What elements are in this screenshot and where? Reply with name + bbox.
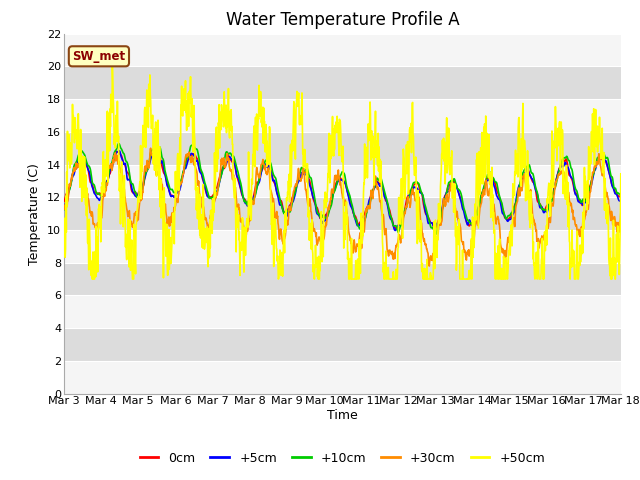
Line: +30cm: +30cm — [64, 148, 621, 266]
Bar — [64, 99, 621, 132]
Bar — [64, 230, 621, 263]
Bar — [64, 295, 621, 328]
0cm — [60, 199, 68, 204]
+50cm — [502, 255, 510, 261]
0cm — [184, 151, 192, 157]
Text: SW_met: SW_met — [72, 50, 125, 63]
0cm — [617, 192, 625, 198]
+5cm — [184, 156, 192, 162]
X-axis label: Time: Time — [327, 409, 358, 422]
Line: +5cm: +5cm — [64, 150, 621, 230]
+30cm — [147, 145, 154, 151]
+10cm — [171, 190, 179, 195]
Legend: 0cm, +5cm, +10cm, +30cm, +50cm: 0cm, +5cm, +10cm, +30cm, +50cm — [134, 447, 550, 469]
+30cm — [426, 263, 433, 269]
+10cm — [617, 191, 625, 197]
Bar — [64, 132, 621, 165]
+50cm — [109, 63, 116, 69]
Y-axis label: Temperature (C): Temperature (C) — [28, 163, 42, 264]
+5cm — [502, 216, 510, 222]
0cm — [113, 148, 120, 154]
Line: 0cm: 0cm — [64, 151, 621, 230]
+5cm — [617, 198, 625, 204]
+5cm — [429, 223, 437, 229]
+30cm — [184, 152, 192, 157]
+30cm — [502, 255, 510, 261]
Bar — [64, 66, 621, 99]
+5cm — [552, 180, 559, 186]
+10cm — [60, 207, 68, 213]
+30cm — [60, 203, 68, 208]
0cm — [246, 198, 254, 204]
+5cm — [246, 202, 254, 207]
+10cm — [152, 139, 160, 145]
+10cm — [246, 200, 254, 205]
+50cm — [60, 224, 68, 229]
Bar — [64, 165, 621, 197]
+10cm — [502, 216, 510, 222]
+5cm — [171, 194, 179, 200]
+30cm — [617, 210, 625, 216]
Bar — [64, 361, 621, 394]
0cm — [552, 180, 559, 185]
+30cm — [171, 207, 179, 213]
0cm — [502, 216, 510, 221]
+5cm — [392, 228, 399, 233]
+10cm — [429, 226, 437, 232]
Bar — [64, 197, 621, 230]
+50cm — [552, 104, 559, 109]
+30cm — [246, 213, 254, 218]
Line: +10cm: +10cm — [64, 142, 621, 234]
+50cm — [247, 216, 255, 222]
Bar — [64, 328, 621, 361]
+50cm — [617, 171, 625, 177]
Line: +50cm: +50cm — [64, 66, 621, 279]
0cm — [429, 223, 437, 228]
+10cm — [552, 184, 559, 190]
+50cm — [172, 203, 179, 208]
+5cm — [152, 147, 159, 153]
0cm — [171, 194, 179, 200]
+50cm — [429, 258, 437, 264]
+50cm — [185, 123, 193, 129]
+30cm — [429, 252, 437, 257]
+30cm — [552, 184, 559, 190]
+10cm — [432, 231, 440, 237]
+10cm — [184, 154, 192, 159]
Title: Water Temperature Profile A: Water Temperature Profile A — [225, 11, 460, 29]
Bar — [64, 34, 621, 66]
0cm — [431, 227, 438, 233]
Bar — [64, 263, 621, 295]
+5cm — [60, 202, 68, 207]
+50cm — [88, 276, 96, 282]
